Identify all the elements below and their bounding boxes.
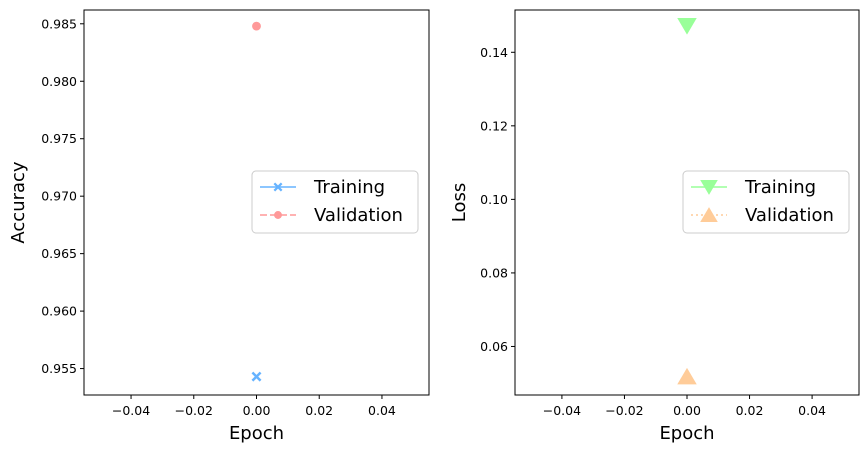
x-axis-label: Epoch [229,423,284,444]
y-tick-label: 0.965 [41,246,77,261]
y-tick-label: 0.970 [41,189,77,204]
series-training [677,18,697,35]
x-tick-label: 0.02 [736,403,764,418]
x-tick-label: 0.00 [243,403,271,418]
y-tick-label: 0.12 [480,118,508,133]
data-point [677,367,697,385]
y-tick-label: 0.985 [41,16,77,31]
legend: Training Validation [251,170,419,234]
legend-label: Training [744,177,816,198]
data-point [252,21,261,31]
x-tick-label: −0.02 [605,403,643,418]
legend-marker [700,207,718,223]
y-tick-label: 0.960 [41,304,77,319]
legend-label: Training [313,177,385,198]
legend-label: Validation [745,205,834,226]
legend-marker [273,182,283,192]
chart-panel-1: −0.04 −0.02 0.00 0.02 0.04 0.955 0.960 0.965 0.9… [8,9,430,444]
y-tick-label: 0.14 [480,45,508,60]
data-point [677,18,697,35]
series-training [251,371,262,382]
y-tick-label: 0.975 [41,131,77,146]
x-tick-label: 0.04 [798,403,826,418]
series-validation [252,21,261,31]
y-axis-label: Loss [449,183,470,222]
series-validation [677,367,697,385]
x-tick-label: 0.02 [305,403,333,418]
y-tick-label: 0.08 [480,265,508,280]
y-tick-label: 0.955 [41,361,77,376]
x-axis-label: Epoch [659,423,714,444]
x-tick-label: 0.04 [368,403,396,418]
y-tick-label: 0.06 [480,339,508,354]
y-tick-label: 0.980 [41,74,77,89]
x-tick-label: −0.04 [543,403,581,418]
y-tick-label: 0.10 [480,192,508,207]
legend-label: Validation [314,205,403,226]
y-axis-label: Accuracy [8,161,29,244]
legend: Training Validation [682,170,850,234]
legend-marker [274,211,282,219]
legend-marker [700,179,718,195]
x-tick-label: −0.02 [175,403,213,418]
x-tick-label: 0.00 [673,403,701,418]
x-tick-label: −0.04 [112,403,150,418]
data-point [251,371,262,382]
chart-panel-2: −0.04 −0.02 0.00 0.02 0.04 0.06 0.08 0.10 0.12 0.… [449,9,860,444]
